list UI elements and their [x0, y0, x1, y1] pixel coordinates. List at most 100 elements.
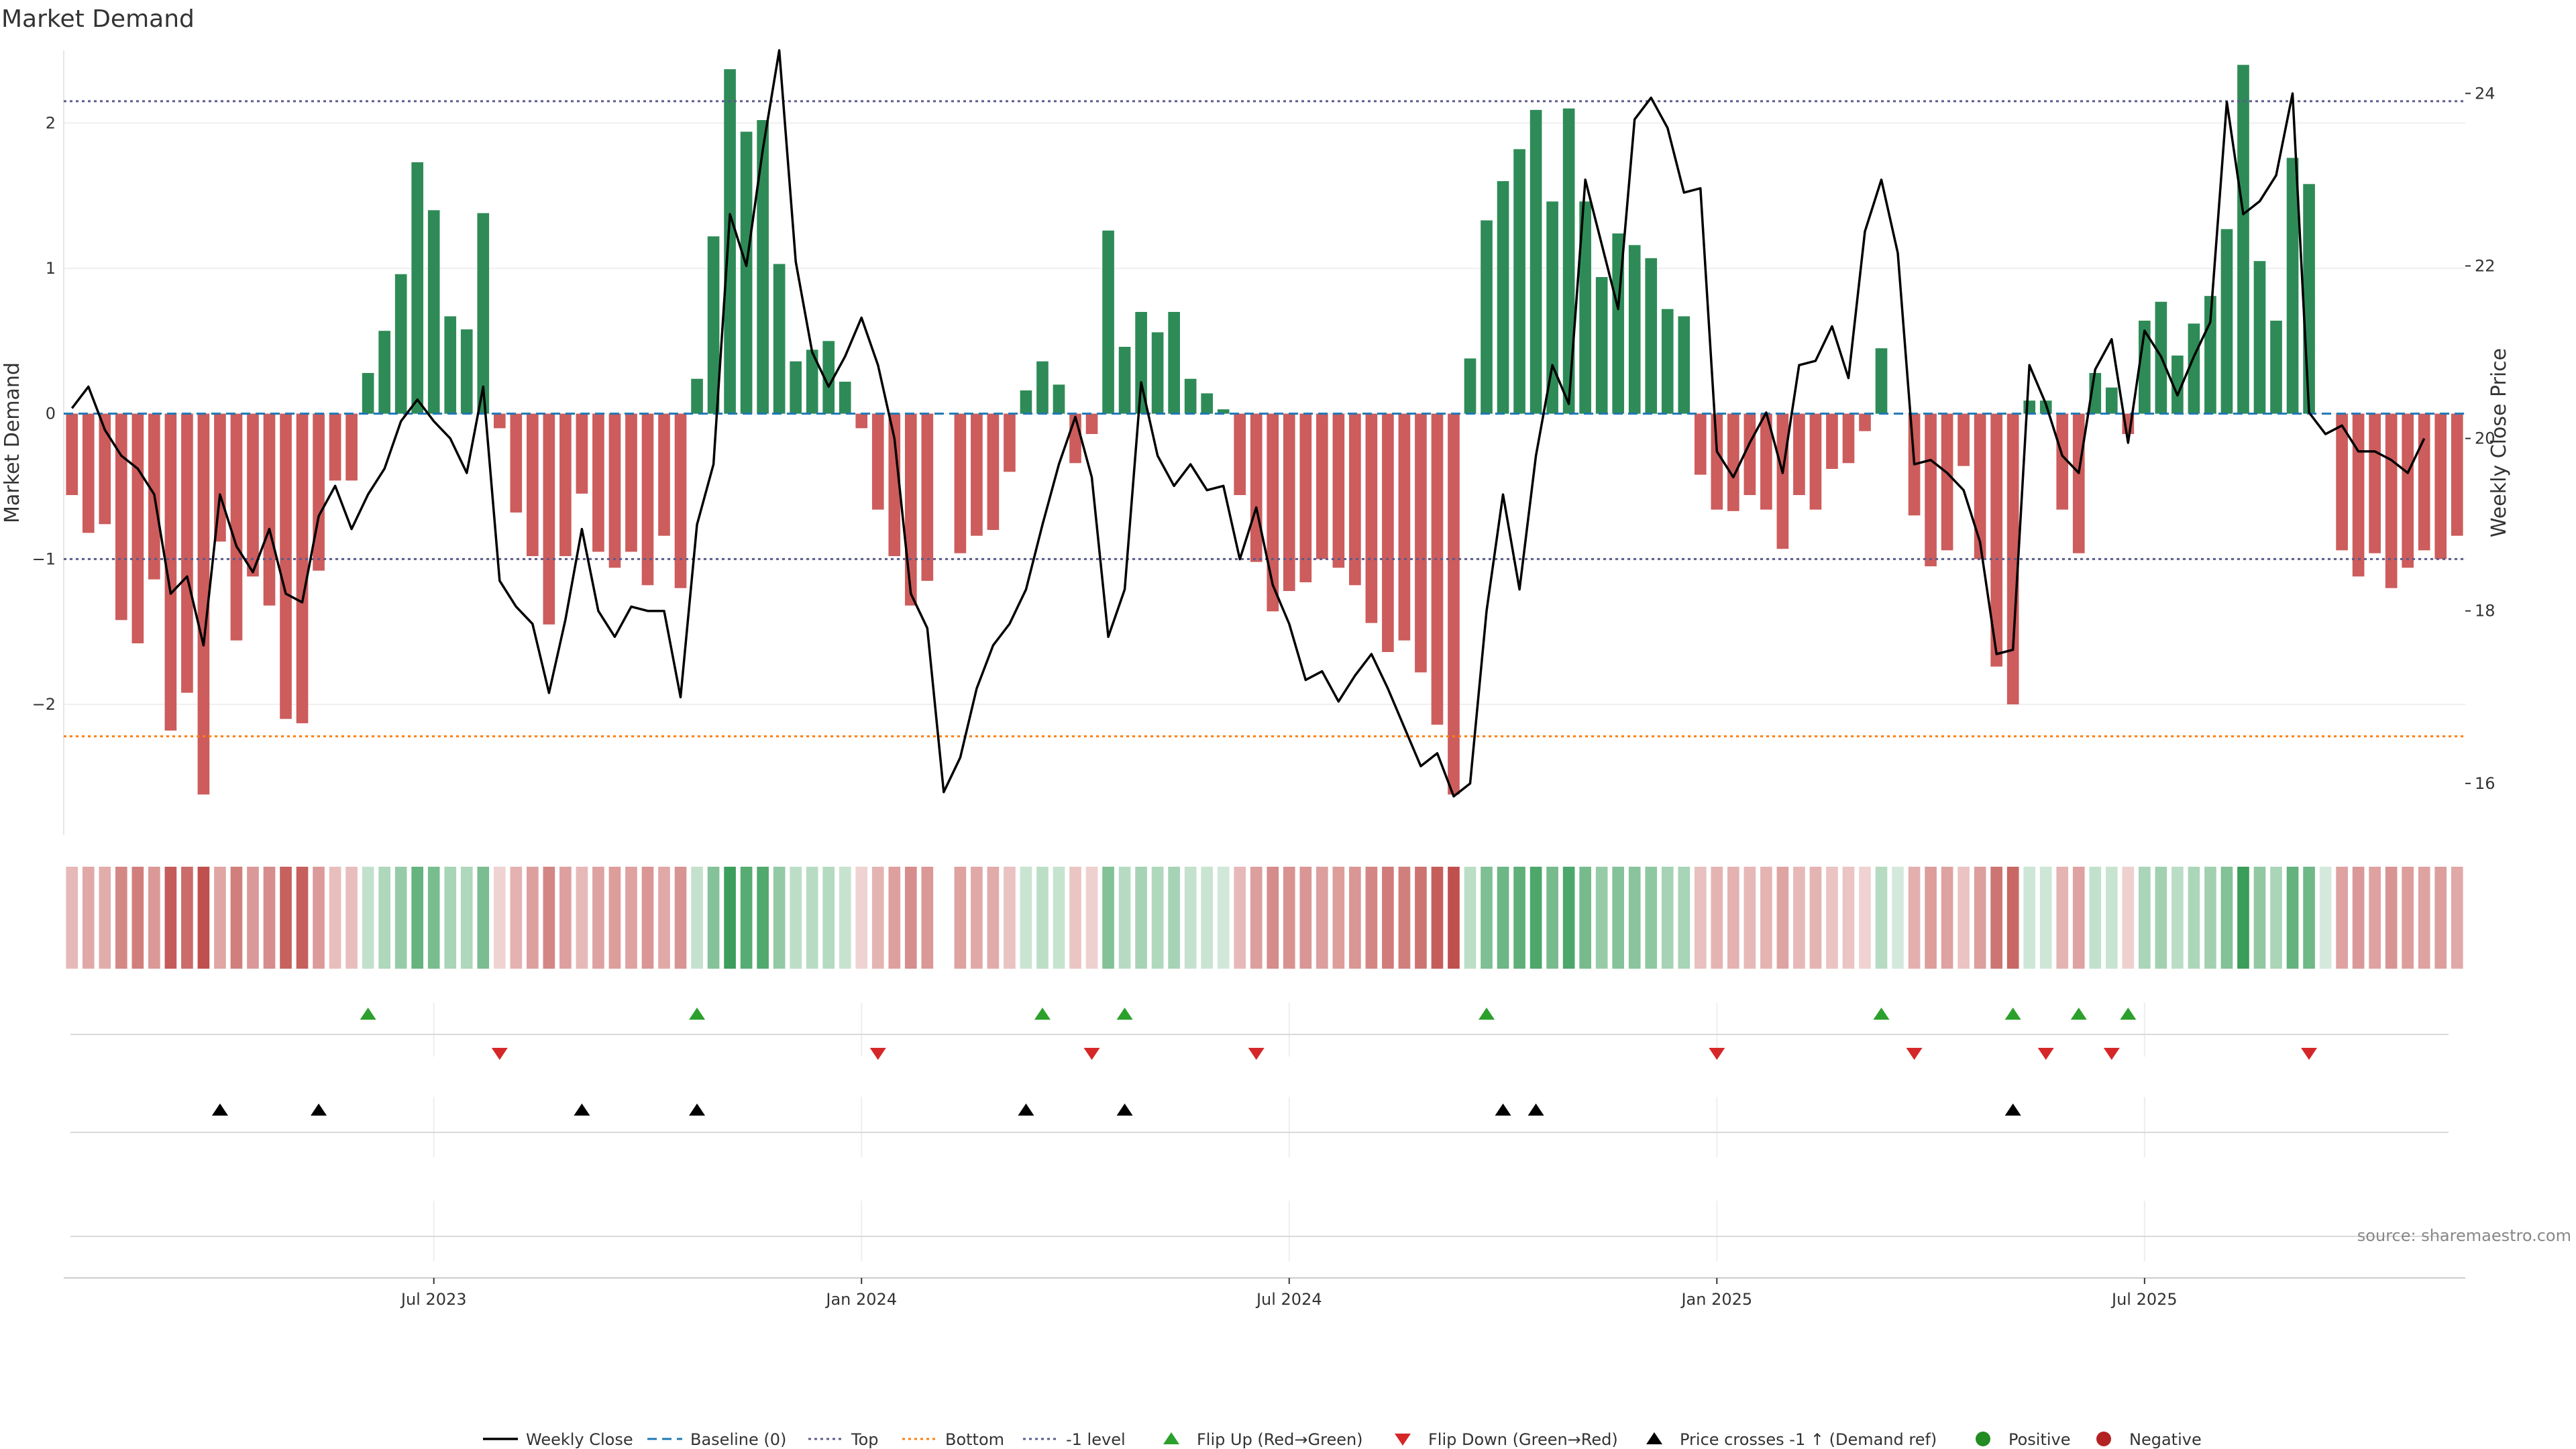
price-cross-marker: [1018, 1104, 1034, 1116]
heat-cell: [2155, 867, 2167, 969]
heat-cell: [1842, 867, 1855, 969]
heat-cell: [707, 867, 720, 969]
heat-cell: [99, 867, 111, 969]
heat-cell: [2105, 867, 2118, 969]
heat-cell: [1694, 867, 1707, 969]
negative-demand-bar: [904, 413, 917, 606]
positive-demand-bar: [1201, 393, 1214, 414]
legend-swatch: [1976, 1432, 1990, 1446]
positive-demand-bar: [362, 373, 374, 414]
positive-demand-bar: [1020, 390, 1032, 414]
heat-cell: [1974, 867, 1986, 969]
heat-cell: [115, 867, 127, 969]
negative-demand-bar: [2385, 413, 2398, 588]
positive-demand-bar: [1628, 245, 1641, 414]
heat-cell: [971, 867, 983, 969]
heat-cell: [477, 867, 490, 969]
flip-down-marker: [491, 1048, 508, 1060]
heat-cell: [1464, 867, 1477, 969]
negative-demand-bar: [263, 413, 276, 606]
heat-cell: [345, 867, 358, 969]
legend-swatch: [2096, 1432, 2111, 1446]
heat-cell: [2171, 867, 2184, 969]
negative-demand-bar: [99, 413, 111, 525]
positive-demand-bar: [1562, 108, 1575, 414]
negative-demand-bar: [1809, 413, 1822, 510]
heat-cell: [1776, 867, 1789, 969]
flip-down-marker: [869, 1048, 886, 1060]
positive-demand-bar: [1118, 347, 1131, 414]
heat-cell: [1184, 867, 1197, 969]
positive-demand-bar: [2270, 321, 2282, 414]
heat-cell: [1908, 867, 1921, 969]
heat-cell: [296, 867, 309, 969]
time-x-axis: Jul 2023 Jan 2024 Jul 2024 Jan 2025 Jul 2025: [64, 1277, 2465, 1309]
flip-down-marker: [1709, 1048, 1725, 1060]
heat-cell: [822, 867, 835, 969]
heat-cell: [411, 867, 424, 969]
negative-demand-bar: [247, 413, 259, 577]
heat-cell: [608, 867, 621, 969]
negative-demand-bar: [2072, 413, 2085, 553]
negative-demand-bar: [296, 413, 309, 724]
positive-demand-bar: [1513, 149, 1525, 414]
heat-cell: [1859, 867, 1871, 969]
heat-cell: [2451, 867, 2463, 969]
heat-cell: [247, 867, 259, 969]
heat-cell: [1546, 867, 1558, 969]
positive-demand-bar: [1546, 201, 1558, 414]
negative-demand-bar: [576, 413, 588, 494]
negative-demand-bar: [1316, 413, 1328, 559]
positive-demand-bar: [1678, 316, 1690, 414]
negative-demand-bar: [1842, 413, 1855, 464]
heat-cell: [2188, 867, 2200, 969]
heat-cell: [1661, 867, 1674, 969]
heat-cell: [2089, 867, 2102, 969]
positive-demand-bar: [1529, 109, 1542, 414]
positive-demand-bar: [1497, 181, 1509, 414]
positive-demand-bar: [2220, 229, 2233, 414]
negative-demand-bar: [181, 413, 193, 693]
negative-demand-bar: [1085, 413, 1098, 434]
heat-cell: [1645, 867, 1658, 969]
negative-demand-bar: [1925, 413, 1937, 567]
heat-cell: [641, 867, 654, 969]
negative-demand-bar: [1332, 413, 1345, 568]
right-tick-label: 16: [2475, 774, 2496, 793]
flip-down-marker: [2103, 1048, 2120, 1060]
negative-demand-bar: [131, 413, 144, 643]
negative-demand-bar: [66, 413, 78, 495]
heat-cell: [2270, 867, 2282, 969]
left-tick-label: −2: [32, 695, 56, 714]
legend-label: Flip Down (Green→Red): [1428, 1430, 1618, 1449]
negative-demand-bar: [1711, 413, 1723, 510]
legend-label: Top: [851, 1430, 879, 1449]
negative-demand-bar: [493, 413, 506, 429]
heat-cell: [313, 867, 325, 969]
positive-demand-bar: [1645, 258, 1658, 414]
flip-down-marker: [1248, 1048, 1265, 1060]
heat-cell: [1892, 867, 1904, 969]
legend-swatch: [1395, 1434, 1411, 1446]
heat-cell: [460, 867, 473, 969]
heat-cell: [1102, 867, 1114, 969]
heat-cell: [855, 867, 868, 969]
heat-cell: [1562, 867, 1575, 969]
x-tick-label: Jul 2023: [400, 1290, 467, 1309]
heat-cell: [921, 867, 934, 969]
heat-cell: [1513, 867, 1525, 969]
heat-cell: [510, 867, 523, 969]
heat-cell: [2237, 867, 2249, 969]
heat-cell: [839, 867, 851, 969]
right-tick-label: 24: [2475, 84, 2496, 103]
heat-cell: [987, 867, 1000, 969]
negative-demand-bar: [641, 413, 654, 586]
source-note: source: sharemaestro.com: [2357, 1226, 2571, 1245]
price-cross-marker: [689, 1104, 706, 1116]
heat-cell: [2385, 867, 2398, 969]
heat-cell: [1036, 867, 1049, 969]
heat-cell: [1415, 867, 1427, 969]
negative-demand-bar: [82, 413, 95, 533]
flip-down-marker: [2037, 1048, 2054, 1060]
negative-demand-bar: [1826, 413, 1838, 469]
